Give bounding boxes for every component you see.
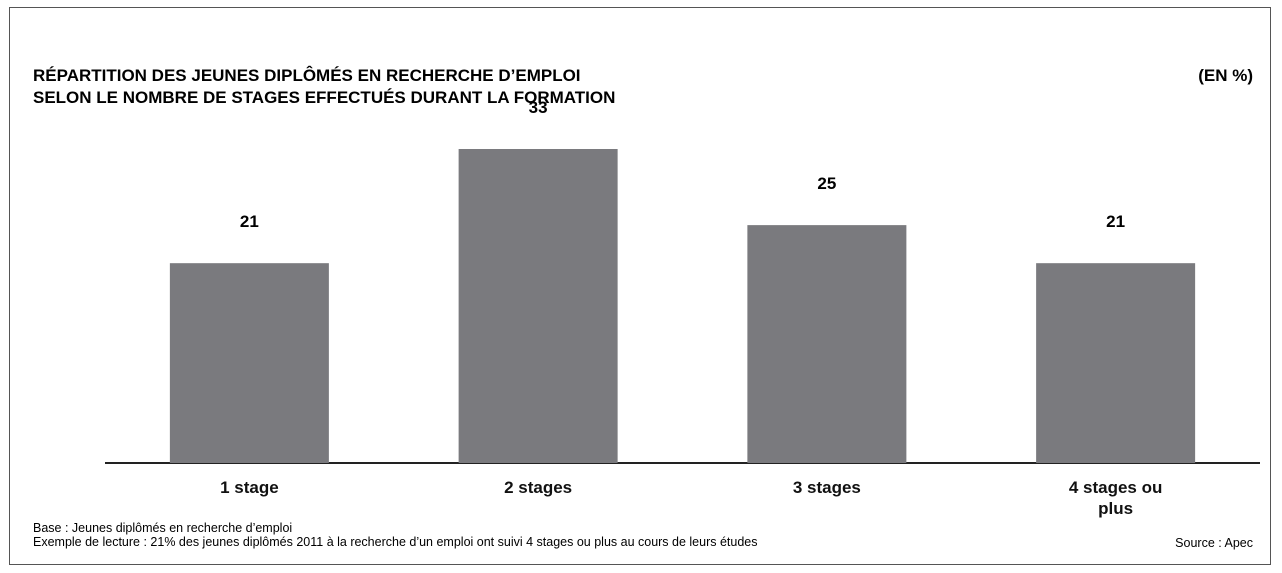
unit-label: (EN %) [1198, 66, 1253, 85]
note: Exemple de lecture : 21% des jeunes dipl… [33, 535, 758, 549]
frame [9, 7, 1271, 565]
x-tick-label: 3 stages [792, 478, 861, 497]
value-label: 25 [817, 174, 836, 193]
x-tick-label: 2 stages [504, 478, 573, 497]
source: Source : Apec [1175, 536, 1253, 550]
x-tick-label: 1 stage [220, 478, 279, 497]
note: Base : Jeunes diplômés en recherche d’em… [33, 521, 292, 535]
x-tick-label: 4 stages ou plus [1068, 478, 1163, 518]
bar [169, 263, 329, 463]
value-label: 21 [1106, 212, 1125, 231]
value-label: 21 [240, 212, 259, 231]
bar [458, 149, 618, 463]
value-label: 33 [529, 98, 548, 117]
bar [1036, 263, 1196, 463]
bar [747, 225, 907, 463]
chart-title: RÉPARTITION DES JEUNES DIPLÔMÉS EN RECHE… [33, 66, 581, 85]
chart-title: SELON LE NOMBRE DE STAGES EFFECTUÉS DURA… [33, 88, 615, 107]
